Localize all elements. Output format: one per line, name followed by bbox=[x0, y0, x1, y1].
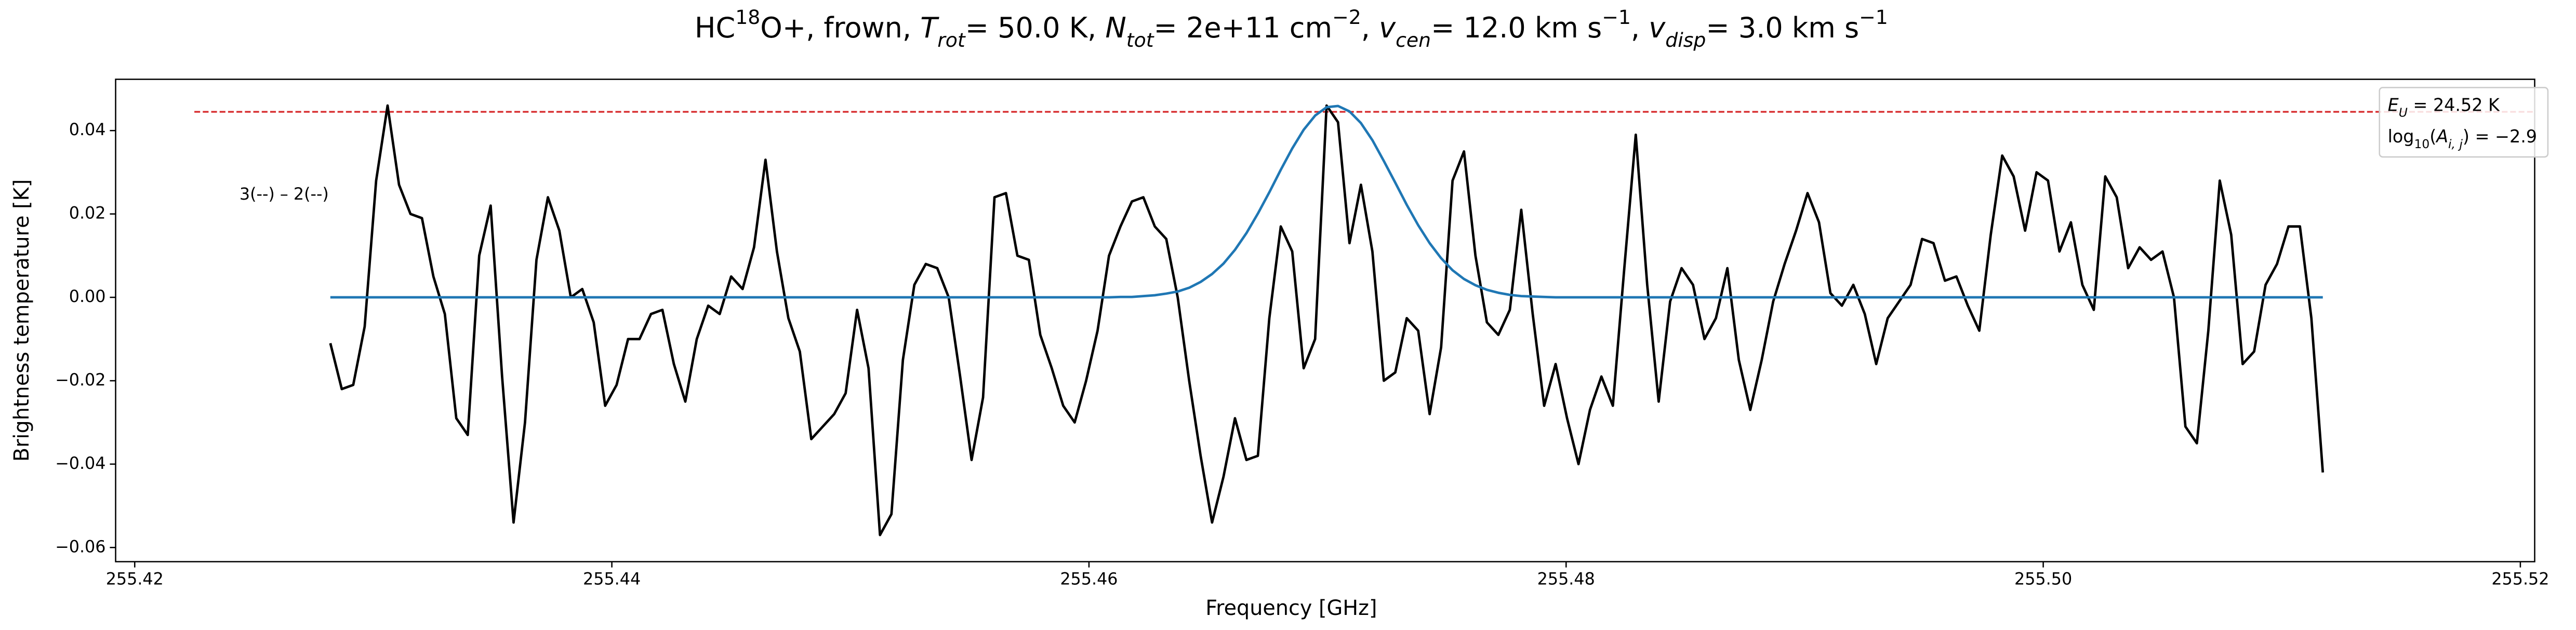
text-part: v bbox=[1649, 11, 1666, 44]
text-part: E bbox=[2388, 95, 2399, 115]
text-part: −1 bbox=[1859, 6, 1888, 29]
text-part: rot bbox=[937, 29, 966, 51]
text-part: U bbox=[2399, 105, 2408, 120]
text-part: cen bbox=[1396, 29, 1431, 51]
text-part: = 12.0 km s bbox=[1431, 11, 1602, 44]
chart-title: HC18O+, frown, Trot= 50.0 K, Ntot= 2e+11… bbox=[695, 6, 1888, 51]
text-part: log bbox=[2388, 126, 2414, 146]
text-part: −2 bbox=[1332, 6, 1361, 29]
info-line: EU = 24.52 K bbox=[2388, 95, 2500, 120]
text-part: = 2e+11 cm bbox=[1154, 11, 1333, 44]
text-part: T bbox=[920, 11, 939, 44]
x-tick-label: 255.52 bbox=[2491, 570, 2549, 589]
text-part: 10 bbox=[2414, 136, 2429, 151]
text-part: N bbox=[1105, 11, 1126, 44]
text-part: HC bbox=[695, 11, 735, 44]
text-part: tot bbox=[1126, 29, 1154, 51]
text-part: , bbox=[1631, 11, 1649, 44]
text-part: A bbox=[2435, 126, 2448, 146]
text-part: v bbox=[1379, 11, 1396, 44]
y-tick-label: −0.02 bbox=[55, 371, 105, 389]
x-tick-label: 255.50 bbox=[2014, 570, 2072, 589]
y-tick-label: −0.06 bbox=[55, 537, 105, 556]
text-part: disp bbox=[1665, 29, 1706, 51]
text-part: −1 bbox=[1602, 6, 1631, 29]
info-line: log10(Ai, j) = −2.9 bbox=[2388, 126, 2537, 151]
series-line bbox=[330, 104, 2323, 299]
text-part: = 50.0 K, bbox=[965, 11, 1106, 44]
x-tick-label: 255.48 bbox=[1537, 570, 1595, 589]
text-part: i, j bbox=[2448, 136, 2463, 151]
y-tick-label: 0.00 bbox=[69, 287, 106, 306]
text-part: = 24.52 K bbox=[2408, 95, 2500, 115]
x-tick-label: 255.42 bbox=[106, 570, 164, 589]
y-tick-label: −0.04 bbox=[55, 454, 105, 473]
annotation: 3(--) – 2(--) bbox=[240, 185, 329, 204]
text-part: 18 bbox=[735, 6, 760, 29]
y-axis-label: Brightness temperature [K] bbox=[10, 179, 34, 462]
x-tick-label: 255.44 bbox=[583, 570, 641, 589]
info-box bbox=[2379, 87, 2549, 158]
y-tick-label: 0.04 bbox=[69, 121, 106, 139]
y-tick-label: 0.02 bbox=[69, 204, 106, 223]
x-axis-label: Frequency [GHz] bbox=[1205, 596, 1377, 620]
text-part: O+, frown, bbox=[760, 11, 920, 44]
axes-frame bbox=[115, 78, 2535, 562]
text-part: = 3.0 km s bbox=[1706, 11, 1859, 44]
text-part: ) = −2.9 bbox=[2463, 126, 2537, 146]
series-line bbox=[329, 104, 2325, 536]
text-part: ( bbox=[2429, 126, 2436, 146]
x-tick-label: 255.46 bbox=[1060, 570, 1118, 589]
text-part: , bbox=[1361, 11, 1379, 44]
